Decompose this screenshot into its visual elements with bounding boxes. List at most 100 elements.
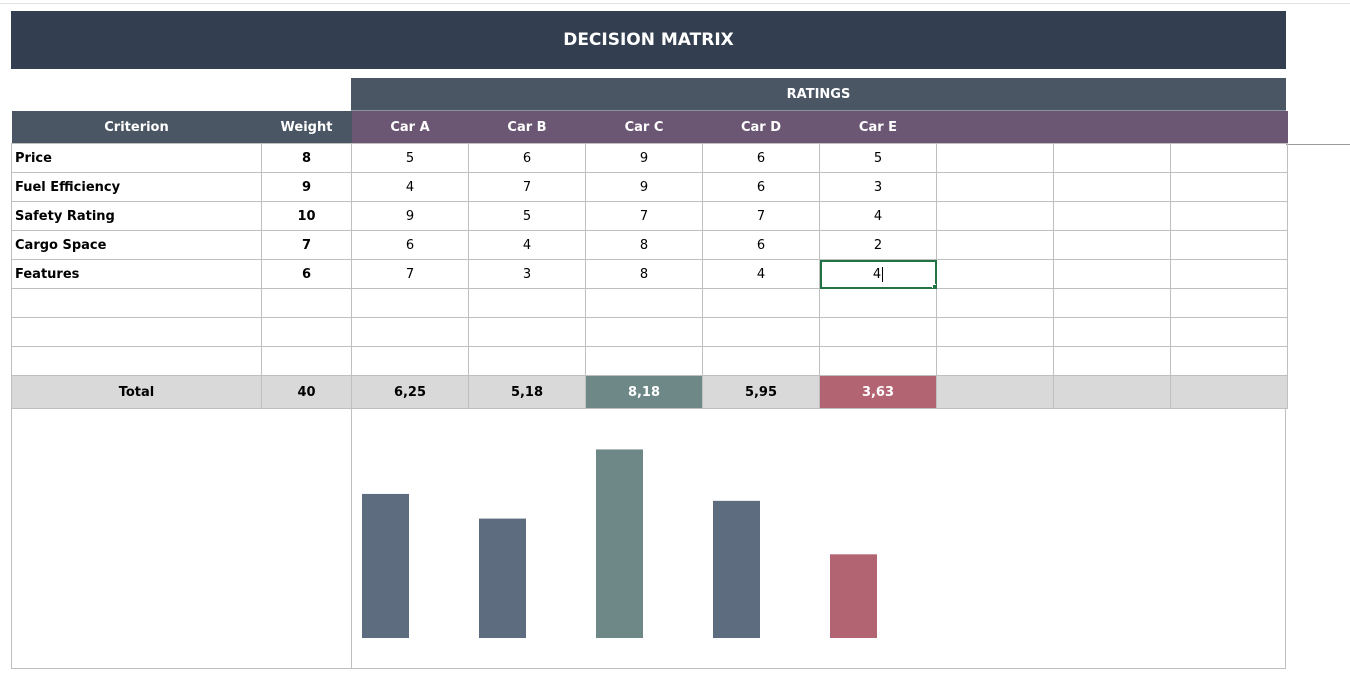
score-bar-chart[interactable] xyxy=(351,409,1286,668)
empty-cell[interactable] xyxy=(1170,259,1288,289)
option-header[interactable]: Car E xyxy=(819,111,937,144)
bar-car-c[interactable] xyxy=(596,449,643,638)
weight-cell[interactable]: 7 xyxy=(261,230,352,260)
empty-cell[interactable] xyxy=(702,288,820,318)
fill-handle[interactable] xyxy=(932,284,936,288)
rating-cell[interactable]: 6 xyxy=(351,230,469,260)
empty-cell[interactable] xyxy=(351,346,469,376)
option-header[interactable]: Car C xyxy=(585,111,703,144)
empty-cell[interactable] xyxy=(1053,230,1171,260)
active-cell[interactable]: 4 xyxy=(819,259,937,289)
total-score-best[interactable]: 8,18 xyxy=(585,375,703,409)
empty-cell[interactable] xyxy=(936,375,1054,409)
empty-cell[interactable] xyxy=(1053,201,1171,231)
rating-cell[interactable]: 7 xyxy=(702,201,820,231)
weight-cell[interactable]: 9 xyxy=(261,172,352,202)
weight-cell[interactable]: 10 xyxy=(261,201,352,231)
total-score[interactable]: 5,18 xyxy=(468,375,586,409)
empty-cell[interactable] xyxy=(468,317,586,347)
empty-cell[interactable] xyxy=(936,172,1054,202)
empty-cell[interactable] xyxy=(1170,143,1288,173)
empty-cell[interactable] xyxy=(261,346,352,376)
weight-cell[interactable]: 6 xyxy=(261,259,352,289)
empty-cell[interactable] xyxy=(1053,143,1171,173)
weight-header[interactable]: Weight xyxy=(261,111,352,144)
empty-cell[interactable] xyxy=(261,288,352,318)
rating-cell[interactable]: 5 xyxy=(351,143,469,173)
empty-header-cell[interactable] xyxy=(1170,111,1288,144)
empty-cell[interactable] xyxy=(1170,230,1288,260)
empty-cell[interactable] xyxy=(1053,259,1171,289)
empty-cell[interactable] xyxy=(936,346,1054,376)
empty-cell[interactable] xyxy=(585,288,703,318)
rating-cell[interactable]: 6 xyxy=(702,172,820,202)
empty-cell[interactable] xyxy=(351,288,469,318)
empty-cell[interactable] xyxy=(351,317,469,347)
total-score-worst[interactable]: 3,63 xyxy=(819,375,937,409)
criterion-cell[interactable]: Price xyxy=(11,143,262,173)
empty-cell[interactable] xyxy=(585,317,703,347)
bar-car-a[interactable] xyxy=(362,493,409,638)
empty-cell[interactable] xyxy=(1053,346,1171,376)
total-label[interactable]: Total xyxy=(11,375,262,409)
empty-cell[interactable] xyxy=(1170,288,1288,318)
empty-cell[interactable] xyxy=(1053,288,1171,318)
weight-cell[interactable]: 8 xyxy=(261,143,352,173)
rating-cell[interactable]: 3 xyxy=(819,172,937,202)
empty-cell[interactable] xyxy=(11,317,262,347)
empty-cell[interactable] xyxy=(468,346,586,376)
empty-cell[interactable] xyxy=(1170,317,1288,347)
empty-cell[interactable] xyxy=(936,230,1054,260)
rating-cell[interactable]: 4 xyxy=(468,230,586,260)
bar-car-b[interactable] xyxy=(479,518,526,638)
empty-cell[interactable] xyxy=(468,288,586,318)
rating-cell[interactable]: 5 xyxy=(468,201,586,231)
empty-cell[interactable] xyxy=(1170,201,1288,231)
rating-cell[interactable]: 4 xyxy=(351,172,469,202)
rating-cell[interactable]: 7 xyxy=(351,259,469,289)
empty-cell[interactable] xyxy=(1170,346,1288,376)
rating-cell[interactable]: 5 xyxy=(819,143,937,173)
empty-cell[interactable] xyxy=(702,346,820,376)
rating-cell[interactable]: 6 xyxy=(702,230,820,260)
bar-car-e[interactable] xyxy=(830,554,877,638)
rating-cell[interactable]: 4 xyxy=(819,201,937,231)
rating-cell[interactable]: 3 xyxy=(468,259,586,289)
empty-cell[interactable] xyxy=(1170,172,1288,202)
empty-cell[interactable] xyxy=(1170,375,1288,409)
rating-cell[interactable]: 6 xyxy=(468,143,586,173)
rating-cell[interactable]: 9 xyxy=(585,143,703,173)
empty-cell[interactable] xyxy=(702,317,820,347)
empty-cell[interactable] xyxy=(936,143,1054,173)
criterion-cell[interactable]: Fuel Efficiency xyxy=(11,172,262,202)
criterion-header[interactable]: Criterion xyxy=(11,111,262,144)
bar-car-d[interactable] xyxy=(713,500,760,638)
option-header[interactable]: Car B xyxy=(468,111,586,144)
empty-cell[interactable] xyxy=(1053,172,1171,202)
empty-cell[interactable] xyxy=(936,317,1054,347)
criterion-cell[interactable]: Cargo Space xyxy=(11,230,262,260)
rating-cell[interactable]: 9 xyxy=(585,172,703,202)
criterion-cell[interactable]: Features xyxy=(11,259,262,289)
empty-cell[interactable] xyxy=(261,317,352,347)
rating-cell[interactable]: 8 xyxy=(585,259,703,289)
empty-header-cell[interactable] xyxy=(936,111,1054,144)
empty-cell[interactable] xyxy=(819,288,937,318)
total-score[interactable]: 5,95 xyxy=(702,375,820,409)
rating-cell[interactable]: 2 xyxy=(819,230,937,260)
empty-cell[interactable] xyxy=(936,288,1054,318)
empty-cell[interactable] xyxy=(11,288,262,318)
empty-cell[interactable] xyxy=(1053,317,1171,347)
empty-cell[interactable] xyxy=(1053,375,1171,409)
empty-cell[interactable] xyxy=(936,201,1054,231)
total-score[interactable]: 6,25 xyxy=(351,375,469,409)
total-weight[interactable]: 40 xyxy=(261,375,352,409)
rating-cell[interactable]: 7 xyxy=(585,201,703,231)
rating-cell[interactable]: 9 xyxy=(351,201,469,231)
empty-header-cell[interactable] xyxy=(1053,111,1171,144)
empty-cell[interactable] xyxy=(819,317,937,347)
empty-cell[interactable] xyxy=(936,259,1054,289)
rating-cell[interactable]: 8 xyxy=(585,230,703,260)
rating-cell[interactable]: 7 xyxy=(468,172,586,202)
empty-cell[interactable] xyxy=(11,346,262,376)
